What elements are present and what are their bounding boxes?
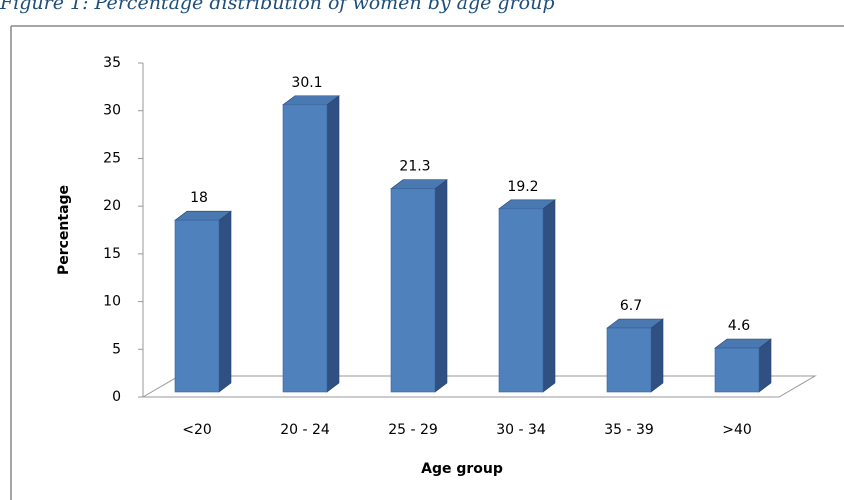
x-tick-label: 25 - 29 — [388, 422, 438, 438]
bar — [174, 210, 232, 393]
y-tick-label: 25 — [103, 150, 121, 166]
bar — [606, 318, 664, 393]
x-tick-label: 35 - 39 — [604, 422, 654, 438]
x-tick-label: <20 — [182, 422, 212, 438]
value-label: 6.7 — [620, 298, 642, 314]
y-tick-label: 20 — [103, 198, 121, 214]
y-axis-label: Percentage — [56, 185, 72, 275]
y-tick-label: 30 — [103, 103, 121, 119]
bar — [498, 199, 556, 393]
bar-front — [714, 347, 760, 393]
y-tick-label: 35 — [103, 55, 121, 71]
bar-front — [390, 188, 436, 393]
y-tick-label: 0 — [112, 389, 121, 405]
x-axis-label: Age group — [421, 461, 503, 477]
bar-side — [326, 95, 340, 393]
bar-side — [434, 179, 448, 393]
value-label: 19.2 — [507, 179, 538, 195]
y-tick-label: 10 — [103, 294, 121, 310]
value-label: 30.1 — [291, 75, 322, 91]
bar — [714, 338, 772, 393]
bar — [390, 179, 448, 393]
bar — [282, 95, 340, 393]
bar-front — [282, 104, 328, 393]
value-label: 18 — [190, 190, 208, 206]
value-label: 21.3 — [399, 159, 430, 175]
y-tick-label: 15 — [103, 246, 121, 262]
value-label: 4.6 — [728, 318, 750, 334]
chart-title: Figure 1: Percentage distribution of wom… — [0, 0, 555, 14]
bar-front — [606, 327, 652, 393]
bar-side — [542, 199, 556, 393]
floor — [141, 375, 817, 398]
x-tick-label: 30 - 34 — [496, 422, 546, 438]
bar-front — [174, 219, 220, 393]
x-tick-label: >40 — [722, 422, 752, 438]
bar-side — [650, 318, 664, 393]
x-tick-label: 20 - 24 — [280, 422, 330, 438]
bar-side — [218, 210, 232, 393]
y-tick-label: 5 — [112, 341, 121, 357]
bar-front — [498, 208, 544, 393]
